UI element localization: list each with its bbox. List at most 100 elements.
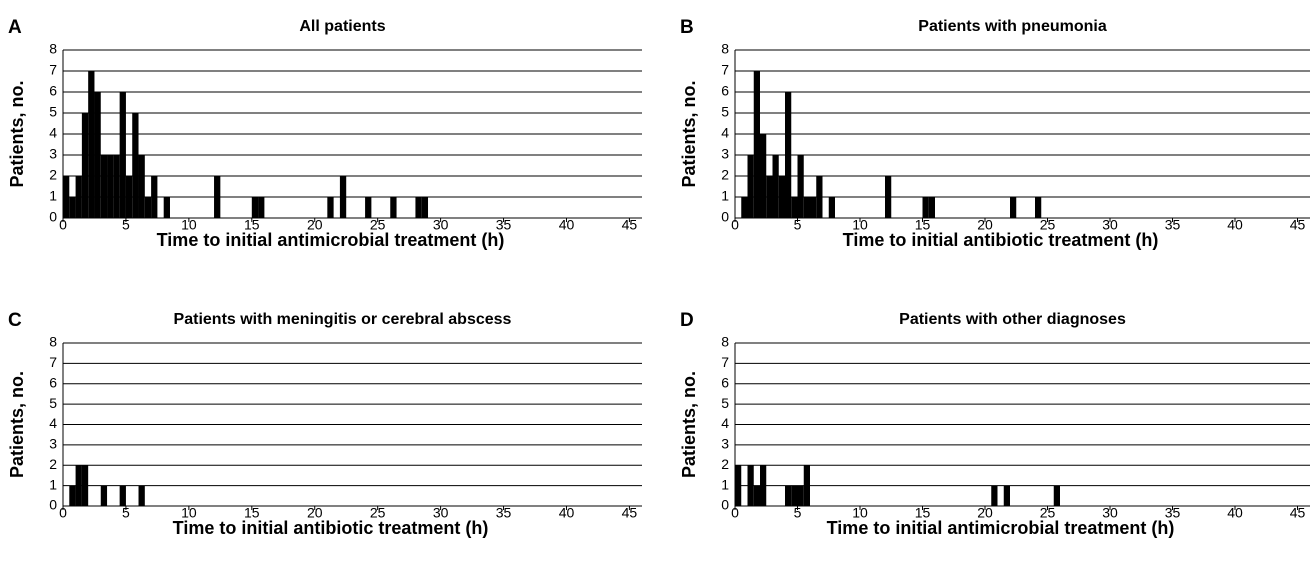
x-tick-label: 30 [1102,505,1118,521]
bar [415,197,422,218]
y-tick-label: 5 [721,395,729,411]
y-tick-label: 1 [49,188,57,204]
bar [797,485,804,506]
bar [107,155,114,218]
bar [797,155,804,218]
x-tick-label: 10 [181,505,197,521]
bar [151,176,158,218]
bar [810,197,817,218]
y-axis-label: Patients, no. [679,371,699,478]
bar [803,465,810,506]
chart-title: Patients with other diagnoses [899,311,1126,328]
x-tick-label: 15 [915,217,931,233]
bar [753,71,760,218]
y-tick-label: 2 [721,456,729,472]
bar [339,176,347,218]
bar [1035,197,1042,218]
bar [251,197,259,218]
y-tick-label: 8 [721,334,729,350]
x-tick-label: 20 [307,505,323,521]
bar [214,176,221,218]
x-tick-label: 40 [559,505,575,521]
bar [760,465,767,506]
bar [365,197,372,218]
x-tick-label: 10 [181,217,197,233]
x-tick-label: 0 [731,217,739,233]
x-tick-label: 25 [370,217,386,233]
bar [100,155,108,218]
bar [735,465,742,506]
x-tick-label: 45 [622,505,638,521]
y-tick-label: 5 [721,104,729,120]
bar [791,485,798,506]
x-tick-label: 25 [1040,217,1056,233]
y-tick-label: 6 [721,374,729,390]
x-tick-label: 35 [496,505,512,521]
x-tick-label: 45 [1290,217,1306,233]
x-tick-label: 30 [433,217,449,233]
x-tick-label: 0 [731,505,739,521]
bar [991,485,998,506]
y-tick-label: 3 [49,436,57,452]
y-tick-label: 1 [721,476,729,492]
x-tick-label: 40 [1227,505,1243,521]
bar [922,197,929,218]
y-tick-label: 0 [721,497,729,513]
bar [791,197,798,218]
x-axis-label: Time to initial antimicrobial treatment … [157,230,505,250]
x-tick-label: 5 [122,505,130,521]
bar [785,485,792,506]
bar [747,465,754,506]
x-tick-label: 30 [433,505,449,521]
y-tick-label: 5 [49,395,57,411]
x-tick-label: 10 [852,505,868,521]
bar [138,155,145,218]
chart-title: Patients with meningitis or cerebral abs… [174,311,512,328]
y-tick-label: 6 [721,83,729,99]
y-tick-label: 4 [49,415,57,431]
panel-label: D [680,310,694,331]
bar [69,485,76,506]
bar [100,485,108,506]
x-tick-label: 25 [1040,505,1056,521]
bar [163,197,170,218]
y-tick-label: 7 [721,354,729,370]
bar [75,465,82,506]
x-tick-label: 0 [59,505,67,521]
y-tick-label: 8 [721,41,729,57]
x-tick-label: 20 [977,217,993,233]
y-tick-label: 4 [49,125,57,141]
bar [828,197,835,218]
bar [125,176,133,218]
y-tick-label: 6 [49,83,57,99]
x-tick-label: 45 [1290,505,1306,521]
y-tick-label: 7 [49,354,57,370]
bar [785,92,792,218]
bar [766,176,773,218]
bar [113,155,120,218]
x-tick-label: 35 [496,217,512,233]
x-tick-label: 15 [244,217,260,233]
bar [1003,485,1010,506]
bar [88,71,95,218]
x-tick-label: 35 [1165,217,1181,233]
bar [144,197,152,218]
bar [81,465,89,506]
bar [75,176,82,218]
chart-title: Patients with pneumonia [918,18,1107,35]
x-tick-label: 25 [370,505,386,521]
x-tick-label: 20 [977,505,993,521]
bar [119,485,126,506]
panel-label: C [8,310,22,331]
x-tick-label: 35 [1165,505,1181,521]
x-tick-label: 10 [852,217,868,233]
y-axis-label: Patients, no. [679,80,699,187]
chart-title: All patients [299,18,385,35]
bar [81,113,89,218]
y-tick-label: 7 [721,62,729,78]
x-tick-label: 5 [122,217,130,233]
x-tick-label: 15 [915,505,931,521]
y-tick-label: 3 [49,146,57,162]
